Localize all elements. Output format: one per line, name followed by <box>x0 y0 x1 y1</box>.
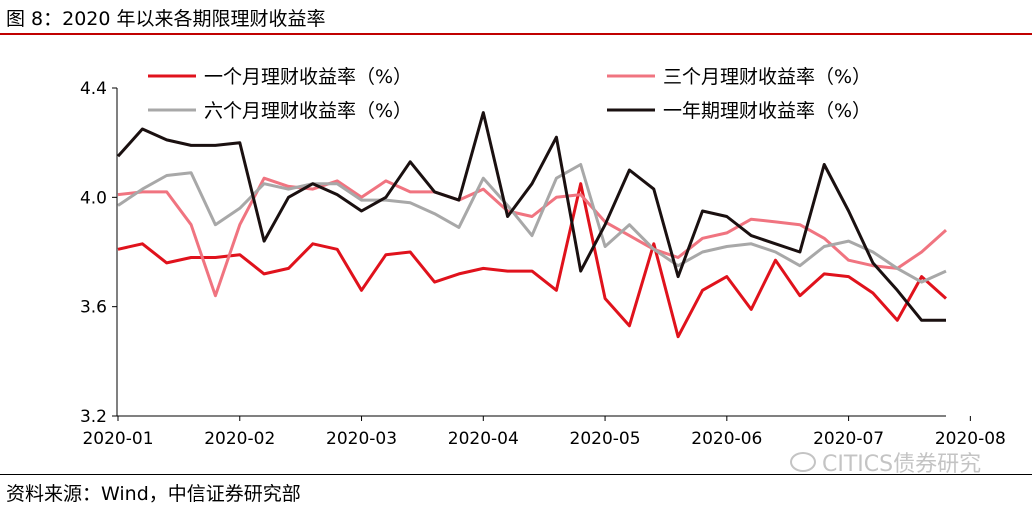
y-tick-label: 3.2 <box>80 407 107 427</box>
y-tick-label: 4.4 <box>80 79 107 99</box>
x-tick-label: 2020-07 <box>813 429 884 449</box>
legend-label-one-year: 一年期理财收益率（%） <box>663 100 871 122</box>
figure-title: 图 8：2020 年以来各期限理财收益率 <box>6 8 326 30</box>
line-chart: 3.2 3.6 4.0 4.4 2020-01 2020-02 2020-03 2020-04… <box>80 66 1006 449</box>
x-tick-label: 2020-02 <box>204 429 275 449</box>
legend-label-one-month: 一个月理财收益率（%） <box>204 66 412 88</box>
series-line-six-month <box>117 163 947 284</box>
source-note: 资料来源：Wind，中信证券研究部 <box>6 483 301 505</box>
x-tick-label: 2020-04 <box>448 429 519 449</box>
legend-label-six-month: 六个月理财收益率（%） <box>204 100 412 122</box>
watermark-text: CITICS债券研究 <box>822 452 982 477</box>
y-tick-label: 4.0 <box>80 188 107 208</box>
wechat-icon <box>790 452 816 472</box>
x-tick-label: 2020-08 <box>935 429 1006 449</box>
x-tick-label: 2020-01 <box>82 429 153 449</box>
y-tick-label: 3.6 <box>80 298 107 318</box>
watermark: CITICS债券研究 <box>790 446 981 478</box>
title-divider <box>0 33 1032 35</box>
footer-divider <box>0 474 1032 475</box>
x-tick-label: 2020-06 <box>691 429 762 449</box>
series-line-one-year <box>116 111 946 322</box>
x-tick-label: 2020-03 <box>326 429 397 449</box>
legend-label-three-month: 三个月理财收益率（%） <box>663 66 871 88</box>
series-line-one-month <box>117 182 948 339</box>
x-tick-label: 2020-05 <box>570 429 641 449</box>
